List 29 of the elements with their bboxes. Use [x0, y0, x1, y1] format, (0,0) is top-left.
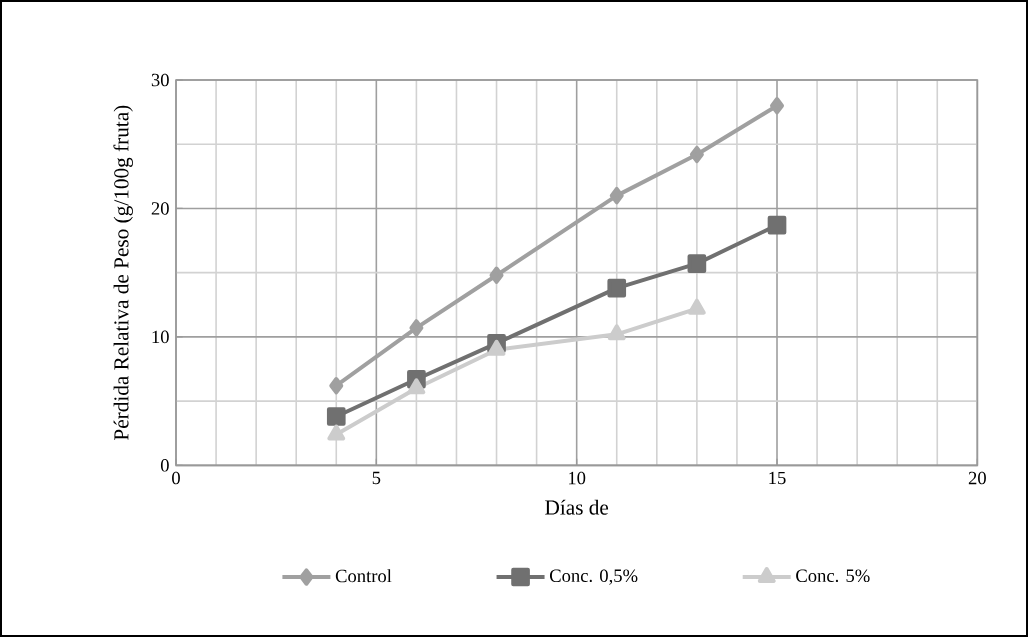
point — [689, 145, 704, 164]
point — [489, 266, 504, 284]
x-tick-label: 10 — [569, 471, 586, 485]
x-tick-label: 5 — [372, 471, 381, 485]
legend-label: Control — [335, 569, 392, 583]
legend-label: Conc. 0,5% — [549, 569, 638, 585]
x-tick-label: 20 — [968, 471, 986, 485]
point — [607, 278, 627, 298]
point — [326, 407, 346, 426]
x-tick-label: 15 — [769, 471, 786, 485]
point — [770, 97, 785, 115]
point — [327, 424, 346, 441]
point — [687, 298, 706, 315]
point — [329, 377, 344, 395]
point — [487, 339, 506, 356]
point — [767, 215, 787, 235]
point — [409, 319, 424, 337]
y-tick-label: 0 — [160, 459, 169, 472]
x-axis-title: Días de — [545, 499, 609, 515]
y-tick-label: 30 — [151, 73, 169, 87]
x-tick-label: 0 — [172, 471, 180, 485]
legend-label: Conc. 5% — [796, 569, 870, 583]
point — [609, 186, 624, 205]
y-tick-label: 20 — [151, 202, 169, 215]
point — [687, 254, 707, 274]
y-tick-label: 10 — [152, 330, 169, 344]
y-axis-title: Pérdida Relativa de Peso (g/100g fruta) — [113, 105, 133, 440]
point — [407, 378, 426, 395]
point — [607, 324, 626, 341]
